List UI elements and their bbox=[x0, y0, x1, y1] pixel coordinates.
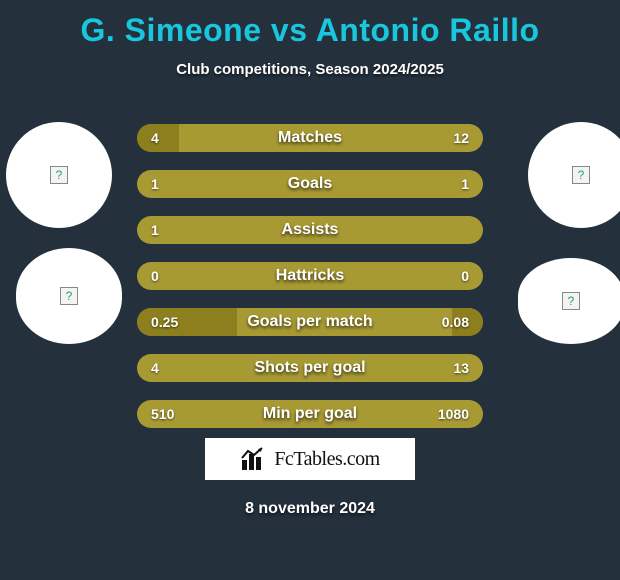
stat-right-value: 0 bbox=[461, 262, 469, 290]
footer-date: 8 november 2024 bbox=[0, 500, 620, 518]
stat-row: 0Hattricks0 bbox=[137, 262, 483, 290]
footer-logo-text: FcTables.com bbox=[274, 448, 379, 471]
stat-row: 1Goals1 bbox=[137, 170, 483, 198]
comparison-bars: 4Matches121Goals11Assists0Hattricks00.25… bbox=[137, 124, 483, 446]
image-placeholder-icon: ? bbox=[50, 166, 68, 184]
stat-row: 1Assists bbox=[137, 216, 483, 244]
player-left-avatar: ? bbox=[6, 122, 112, 228]
stat-label: Goals bbox=[137, 170, 483, 198]
stat-label: Shots per goal bbox=[137, 354, 483, 382]
stat-right-value: 12 bbox=[453, 124, 469, 152]
stat-label: Min per goal bbox=[137, 400, 483, 428]
image-placeholder-icon: ? bbox=[60, 287, 78, 305]
footer-logo: FcTables.com bbox=[205, 438, 415, 480]
player-right-avatar: ? bbox=[528, 122, 620, 228]
stat-row: 4Shots per goal13 bbox=[137, 354, 483, 382]
page-subtitle: Club competitions, Season 2024/2025 bbox=[0, 61, 620, 78]
stat-label: Goals per match bbox=[137, 308, 483, 336]
stat-right-value: 1 bbox=[461, 170, 469, 198]
image-placeholder-icon: ? bbox=[562, 292, 580, 310]
stat-right-value: 1080 bbox=[438, 400, 469, 428]
stat-label: Matches bbox=[137, 124, 483, 152]
team-left-avatar: ? bbox=[16, 248, 122, 344]
team-right-avatar: ? bbox=[518, 258, 620, 344]
stat-right-value: 0.08 bbox=[442, 308, 469, 336]
stat-label: Assists bbox=[137, 216, 483, 244]
stat-row: 0.25Goals per match0.08 bbox=[137, 308, 483, 336]
stat-row: 4Matches12 bbox=[137, 124, 483, 152]
stat-right-value: 13 bbox=[453, 354, 469, 382]
stat-row: 510Min per goal1080 bbox=[137, 400, 483, 428]
chart-icon bbox=[240, 446, 268, 472]
stat-label: Hattricks bbox=[137, 262, 483, 290]
image-placeholder-icon: ? bbox=[572, 166, 590, 184]
page-title: G. Simeone vs Antonio Raillo bbox=[0, 0, 620, 49]
